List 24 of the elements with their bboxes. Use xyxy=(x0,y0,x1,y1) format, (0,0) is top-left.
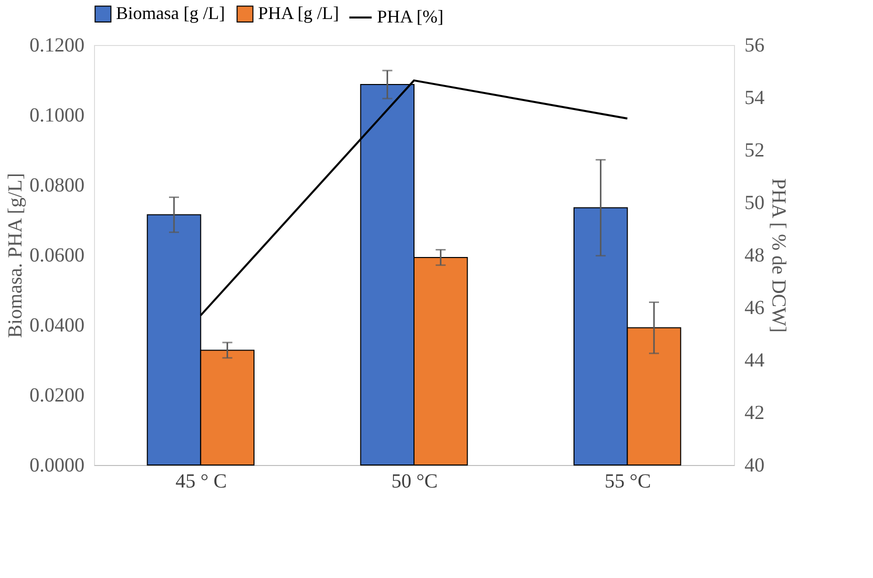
y2-axis-title: PHA [ % de DCW] xyxy=(768,178,790,333)
y-tick-label: 0.0400 xyxy=(30,314,84,336)
legend-label: Biomasa [g /L] xyxy=(116,3,225,24)
y-tick-label: 0.0800 xyxy=(30,174,84,196)
y-tick-label: 0.1000 xyxy=(30,104,84,126)
legend-label: PHA [g /L] xyxy=(258,3,339,24)
y2-tick-label: 50 xyxy=(744,192,764,214)
y-tick-label: 0.1200 xyxy=(30,34,84,56)
y-axis-title: Biomasa. PHA [g/L] xyxy=(4,173,26,338)
y2-tick-label: 54 xyxy=(744,87,764,109)
y-tick-label: 0.0600 xyxy=(30,244,84,266)
y-tick-label: 0.0000 xyxy=(30,454,84,476)
y2-tick-label: 40 xyxy=(744,454,764,476)
y2-tick-label: 42 xyxy=(744,402,764,424)
legend-label: PHA [%] xyxy=(377,6,444,26)
x-tick-label: 50 °C xyxy=(391,470,438,492)
y2-tick-label: 44 xyxy=(744,350,764,372)
y-tick-label: 0.0200 xyxy=(30,384,84,406)
x-tick-label: 55 °C xyxy=(604,470,652,492)
y2-tick-label: 52 xyxy=(744,140,764,162)
y2-tick-label: 56 xyxy=(744,34,764,56)
y2-tick-label: 46 xyxy=(744,297,764,319)
x-tick-label: 45 ° C xyxy=(175,470,227,492)
y2-tick-label: 48 xyxy=(744,244,764,266)
